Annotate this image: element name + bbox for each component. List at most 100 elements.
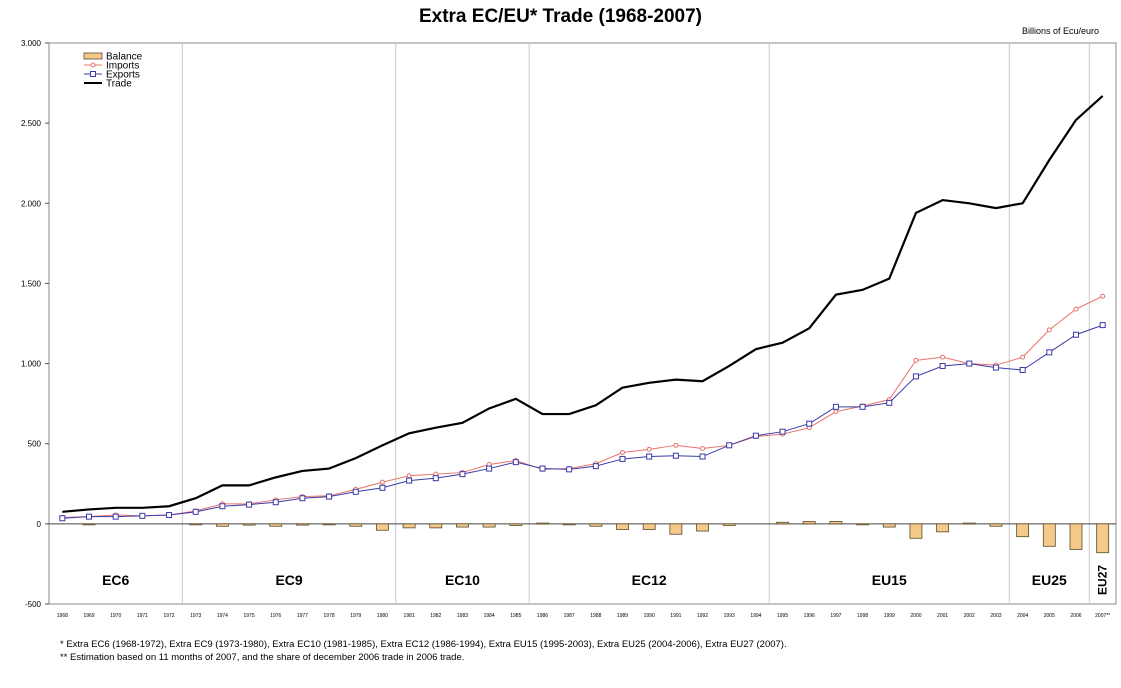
period-label: EC6 — [102, 572, 129, 588]
x-tick-label: 1987 — [564, 613, 575, 619]
balance-bar — [509, 523, 523, 526]
exports-point — [379, 484, 386, 491]
series-line-trade — [62, 95, 1104, 513]
exports-point — [726, 442, 733, 449]
balance-bar — [1096, 523, 1110, 554]
y-tick-label: 1.000 — [21, 360, 42, 369]
balance-bar — [722, 523, 736, 526]
x-tick-label: 2000 — [910, 613, 921, 619]
balance-bar — [696, 523, 709, 532]
imports-point — [620, 450, 626, 456]
balance-bar — [856, 523, 869, 526]
x-tick-label: 1991 — [670, 613, 681, 619]
exports-point — [646, 453, 653, 460]
exports-point — [539, 465, 546, 472]
balance-bar — [456, 523, 469, 528]
imports-point — [913, 357, 919, 363]
x-tick-label: 2002 — [964, 613, 975, 619]
exports-point — [886, 399, 893, 406]
x-tick-label: 1988 — [590, 613, 601, 619]
balance-bar — [349, 523, 363, 527]
exports-point — [406, 477, 413, 484]
balance-bar — [989, 523, 1003, 527]
exports-point — [1072, 331, 1079, 338]
imports-point — [1100, 293, 1106, 299]
exports-point — [86, 513, 93, 520]
exports-point — [139, 512, 146, 519]
exports-point — [699, 453, 706, 460]
imports-point — [833, 409, 839, 415]
exports-point — [246, 501, 253, 508]
balance-bar — [536, 522, 549, 525]
balance-bar — [562, 523, 576, 526]
exports-point — [859, 403, 866, 410]
series-line-exports — [62, 324, 1103, 519]
imports-point — [406, 473, 412, 479]
unit-label: Billions of Ecu/euro — [1021, 26, 1099, 36]
imports-point — [940, 354, 946, 360]
balance-bar — [82, 523, 96, 526]
y-tick-label: 500 — [28, 440, 42, 449]
exports-point — [912, 373, 919, 380]
balance-bar — [189, 523, 203, 526]
x-tick-label: 2001 — [937, 613, 948, 619]
exports-point — [326, 493, 333, 500]
balance-bar — [882, 523, 896, 528]
chart-title: Extra EC/EU* Trade (1968-2007) — [418, 6, 703, 27]
period-label: EU15 — [872, 572, 907, 588]
x-tick-label: 1993 — [724, 613, 735, 619]
x-tick-label: 2005 — [1044, 613, 1055, 619]
balance-bar — [776, 521, 789, 525]
y-tick-label: 1.500 — [21, 279, 42, 288]
exports-point — [779, 428, 786, 435]
exports-point — [486, 465, 493, 472]
period-label: EU25 — [1032, 572, 1067, 588]
exports-point — [619, 455, 626, 462]
x-tick-label: 2007** — [1095, 613, 1110, 619]
series-line-imports — [62, 295, 1103, 518]
exports-point — [219, 503, 226, 510]
exports-point — [299, 495, 306, 502]
x-tick-label: 1998 — [857, 613, 868, 619]
exports-point — [512, 459, 519, 466]
footnote-1: * Extra EC6 (1968-1972), Extra EC9 (1973… — [60, 639, 787, 650]
exports-point — [806, 420, 813, 427]
plot-frame — [48, 42, 1117, 605]
exports-point — [1099, 322, 1106, 329]
y-tick-label: 2.000 — [21, 199, 42, 208]
balance-bar — [829, 521, 843, 525]
y-tick-label: 3.000 — [21, 39, 42, 48]
exports-point — [59, 515, 66, 522]
exports-point — [752, 432, 759, 439]
exports-point — [192, 508, 199, 515]
x-tick-label: 1974 — [217, 613, 228, 619]
balance-bar — [242, 523, 256, 526]
balance-bar — [669, 523, 683, 535]
balance-bar — [616, 523, 629, 530]
legend-marker-exports — [90, 71, 96, 77]
legend-marker-imports — [90, 62, 96, 68]
x-tick-label: 1970 — [110, 613, 121, 619]
x-tick-label: 1990 — [644, 613, 655, 619]
imports-point — [379, 479, 385, 485]
x-tick-label: 1975 — [244, 613, 255, 619]
balance-bar — [909, 523, 923, 539]
exports-point — [939, 362, 946, 369]
x-tick-label: 1972 — [163, 613, 174, 619]
x-tick-label: 1999 — [884, 613, 895, 619]
balance-bar — [402, 523, 416, 529]
balance-bar — [269, 523, 283, 527]
x-tick-label: 1986 — [537, 613, 548, 619]
y-tick-label: -500 — [25, 600, 42, 609]
exports-point — [966, 360, 973, 367]
x-tick-label: 1976 — [270, 613, 281, 619]
balance-bar — [429, 523, 443, 529]
balance-bar — [936, 523, 950, 533]
x-tick-label: 1980 — [377, 613, 388, 619]
exports-point — [566, 466, 573, 473]
x-tick-label: 1978 — [324, 613, 335, 619]
exports-point — [459, 471, 466, 478]
balance-bar — [802, 521, 816, 525]
balance-bar — [1016, 523, 1030, 538]
